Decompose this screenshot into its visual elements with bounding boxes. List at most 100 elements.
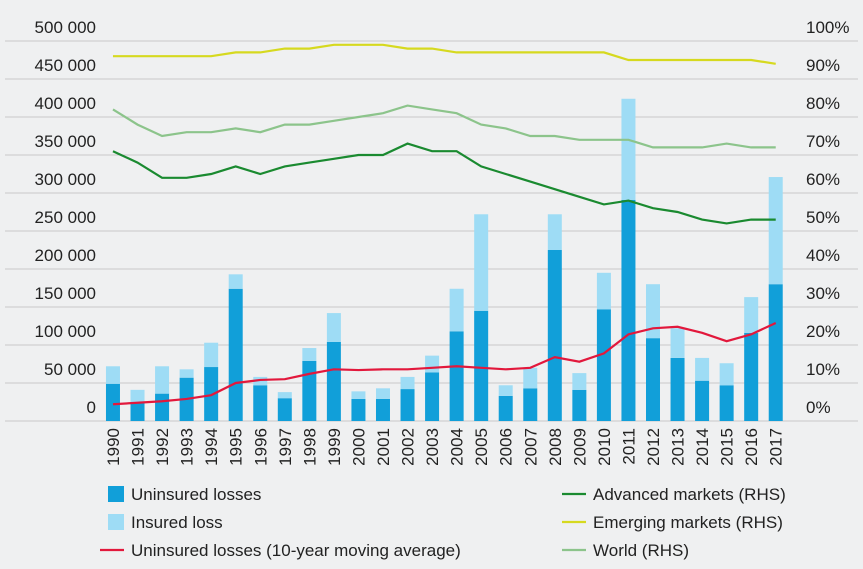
- y2-tick-label: 30%: [806, 284, 840, 303]
- line: [112, 142, 776, 225]
- bar: [670, 328, 685, 358]
- y-tick-label: 150 000: [35, 284, 96, 303]
- bar: [375, 398, 390, 421]
- y-tick-label: 0: [87, 398, 96, 417]
- y-tick-label: 200 000: [35, 246, 96, 265]
- y-tick-label: 50 000: [44, 360, 96, 379]
- bar: [596, 309, 611, 421]
- bar: [547, 214, 562, 250]
- bar: [326, 341, 341, 421]
- y2-tick-label: 20%: [806, 322, 840, 341]
- x-tick-label: 1990: [104, 428, 123, 466]
- bar: [302, 348, 317, 361]
- x-tick-label: 2017: [767, 428, 786, 466]
- y2-tick-label: 90%: [806, 56, 840, 75]
- bar: [768, 284, 783, 421]
- legend-label: Uninsured losses (10-year moving average…: [131, 541, 461, 560]
- x-tick-label: 1995: [227, 428, 246, 466]
- bar: [277, 398, 292, 421]
- x-tick-label: 2013: [669, 428, 688, 466]
- y-tick-label: 300 000: [35, 170, 96, 189]
- bar: [351, 398, 366, 421]
- y-tick-label: 500 000: [35, 18, 96, 37]
- x-tick-label: 1992: [153, 428, 172, 466]
- x-tick-label: 1996: [251, 428, 270, 466]
- y2-tick-label: 70%: [806, 132, 840, 151]
- y2-tick-label: 80%: [806, 94, 840, 113]
- x-tick-label: 2010: [595, 428, 614, 466]
- bar: [670, 357, 685, 421]
- bar: [105, 366, 120, 384]
- line: [112, 43, 776, 65]
- bar: [253, 376, 268, 386]
- x-tick-label: 2005: [472, 428, 491, 466]
- bar: [204, 342, 219, 368]
- x-tick-label: 2011: [619, 428, 638, 465]
- legend-label: Uninsured losses: [131, 485, 261, 504]
- bar: [449, 331, 464, 421]
- bar: [645, 338, 660, 421]
- x-tick-label: 2008: [546, 428, 565, 466]
- y2-tick-label: 10%: [806, 360, 840, 379]
- bar: [572, 389, 587, 421]
- x-tick-label: 2001: [374, 428, 393, 466]
- legend-swatch: [108, 486, 124, 502]
- bar: [375, 388, 390, 399]
- bar: [474, 310, 489, 421]
- y2-tick-label: 0%: [806, 398, 831, 417]
- x-tick-label: 2006: [497, 428, 516, 466]
- x-tick-label: 1993: [178, 428, 197, 466]
- y2-tick-label: 50%: [806, 208, 840, 227]
- x-tick-label: 1991: [129, 428, 148, 466]
- bar: [155, 393, 170, 421]
- x-tick-label: 2000: [349, 428, 368, 466]
- legend-swatch: [108, 514, 124, 530]
- y2-tick-label: 60%: [806, 170, 840, 189]
- x-tick-label: 2004: [448, 428, 467, 466]
- bar: [523, 388, 538, 421]
- y-tick-label: 350 000: [35, 132, 96, 151]
- bar: [228, 288, 243, 421]
- y-tick-label: 400 000: [35, 94, 96, 113]
- x-tick-label: 2012: [644, 428, 663, 466]
- line: [112, 321, 777, 406]
- bar: [302, 360, 317, 421]
- bar: [400, 376, 415, 390]
- bar: [326, 313, 341, 342]
- legend-label: World (RHS): [593, 541, 689, 560]
- bar: [498, 385, 513, 396]
- bar: [523, 367, 538, 389]
- bar: [719, 385, 734, 421]
- bar: [400, 389, 415, 421]
- x-tick-label: 2009: [570, 428, 589, 466]
- bar: [179, 369, 194, 378]
- bar: [695, 380, 710, 421]
- bar: [253, 385, 268, 421]
- legend-label: Advanced markets (RHS): [593, 485, 786, 504]
- x-tick-label: 1997: [276, 428, 295, 466]
- bar: [351, 391, 366, 399]
- bar: [449, 288, 464, 332]
- y2-tick-label: 40%: [806, 246, 840, 265]
- x-tick-label: 2003: [423, 428, 442, 466]
- legend-label: Insured loss: [131, 513, 223, 532]
- x-tick-label: 2014: [693, 428, 712, 466]
- bar: [621, 199, 636, 421]
- bar: [744, 297, 759, 333]
- bar: [130, 389, 145, 403]
- bar: [425, 355, 440, 373]
- bar: [474, 214, 489, 311]
- bar: [768, 177, 783, 285]
- bar: [498, 395, 513, 421]
- bar: [155, 366, 170, 394]
- bar: [130, 402, 145, 421]
- y-tick-label: 250 000: [35, 208, 96, 227]
- legend-label: Emerging markets (RHS): [593, 513, 783, 532]
- bar: [425, 372, 440, 421]
- bar: [596, 272, 611, 310]
- x-tick-label: 2015: [718, 428, 737, 466]
- y-tick-label: 450 000: [35, 56, 96, 75]
- x-tick-label: 1994: [202, 428, 221, 466]
- x-tick-label: 1998: [300, 428, 319, 466]
